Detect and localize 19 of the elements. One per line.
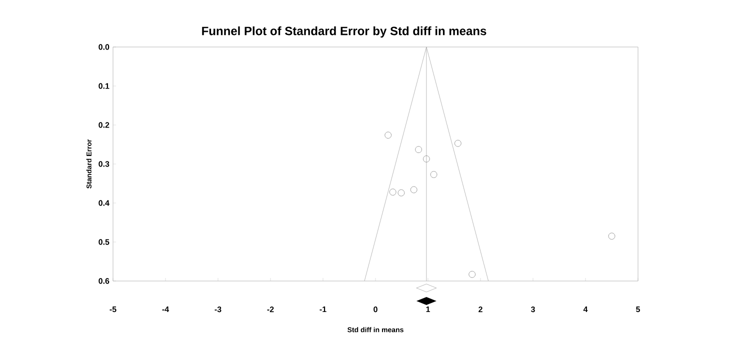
x-tick-label: 2 <box>478 306 482 312</box>
y-tick-label: 0.1 <box>98 83 110 89</box>
x-tick-label: -5 <box>110 306 116 312</box>
x-tick-label: -3 <box>214 306 222 312</box>
x-tick-label: -4 <box>162 306 170 312</box>
y-tick-label: 0.4 <box>98 200 110 206</box>
y-tick-label: 0.3 <box>98 161 110 167</box>
x-tick-label: -1 <box>320 306 326 312</box>
x-tick-label: 5 <box>636 306 640 312</box>
x-tick-label: 3 <box>530 306 535 312</box>
y-tick-label: 0.6 <box>98 278 110 284</box>
y-tick-label: 0.2 <box>98 122 110 128</box>
y-tick-label: 0.0 <box>98 44 110 50</box>
x-tick-label: 1 <box>426 306 430 312</box>
x-tick-label: 4 <box>583 306 588 312</box>
chart-title: Funnel Plot of Standard Error by Std diff in means <box>202 26 486 38</box>
x-tick-label: 0 <box>374 306 378 312</box>
x-tick-label: -2 <box>267 306 274 312</box>
y-tick-label: 0.5 <box>98 239 110 245</box>
